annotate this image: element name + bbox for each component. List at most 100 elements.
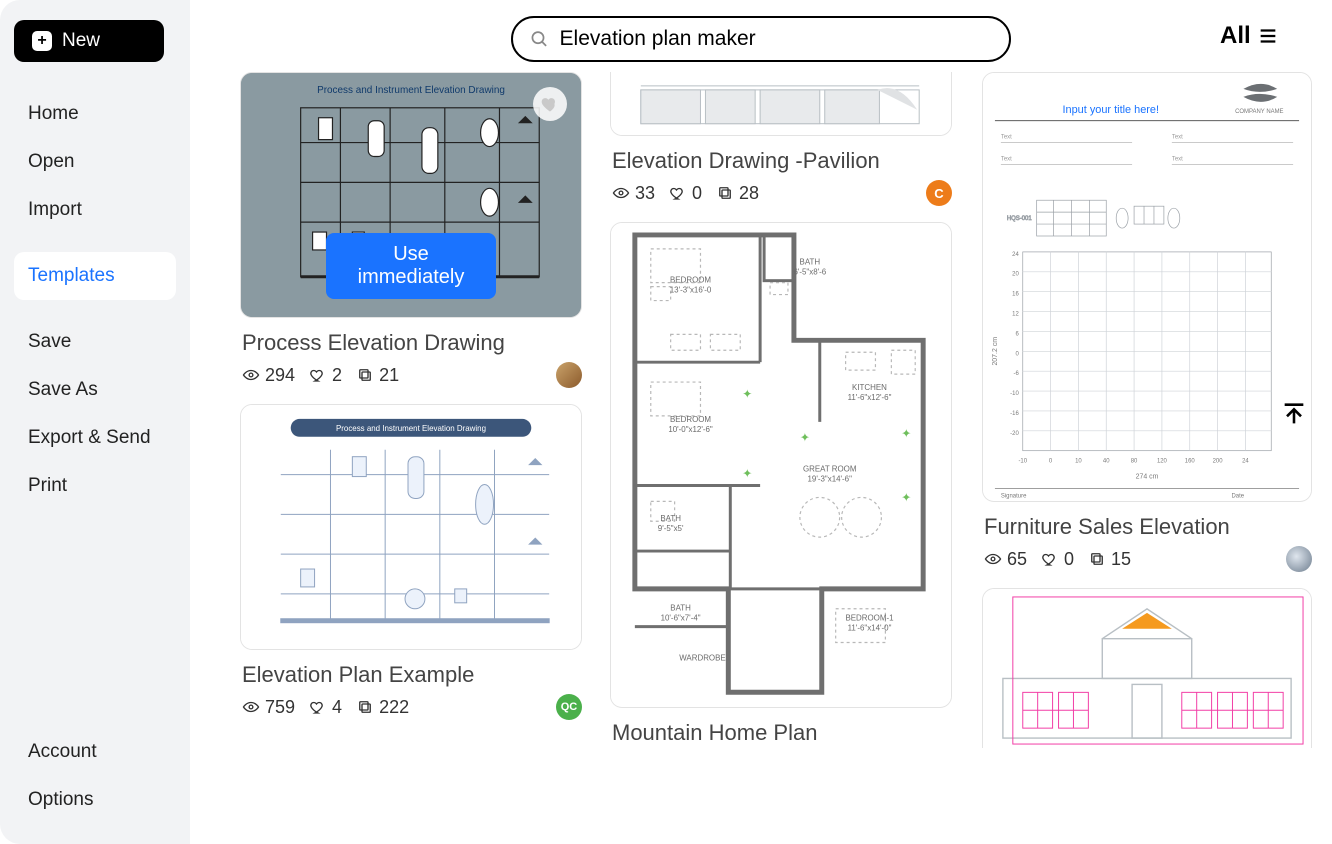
- template-thumb: [610, 72, 952, 136]
- svg-text:-20: -20: [1010, 431, 1019, 437]
- sidebar-item-save-as[interactable]: Save As: [14, 366, 176, 414]
- template-card[interactable]: ✦✦✦✦✦ BEDROOM13'-3"x16'-0 BATH6'-5"x8'-6…: [610, 222, 952, 746]
- author-avatar[interactable]: C: [926, 180, 952, 206]
- template-card[interactable]: [982, 588, 1312, 748]
- views-icon: [242, 698, 260, 716]
- svg-text:Signature: Signature: [1001, 493, 1027, 499]
- svg-text:BATH: BATH: [670, 604, 691, 613]
- svg-text:24: 24: [1242, 459, 1249, 465]
- likes-icon: [309, 366, 327, 384]
- copies-icon: [1088, 550, 1106, 568]
- svg-text:13'-3"x16'-0: 13'-3"x16'-0: [670, 286, 712, 295]
- sidebar-item-open[interactable]: Open: [14, 138, 176, 186]
- svg-text:11'-6"x14'-0": 11'-6"x14'-0": [848, 624, 892, 633]
- svg-text:✦: ✦: [901, 490, 911, 504]
- svg-text:BATH: BATH: [800, 258, 821, 267]
- svg-text:-16: -16: [1010, 411, 1019, 417]
- svg-text:Text: Text: [1001, 135, 1012, 141]
- template-stats: 65 0 15: [984, 546, 1312, 572]
- svg-text:20: 20: [1012, 272, 1019, 278]
- template-title: Elevation Plan Example: [242, 662, 580, 688]
- sidebar-item-options[interactable]: Options: [14, 776, 176, 824]
- template-title: Process Elevation Drawing: [242, 330, 580, 356]
- search-box[interactable]: [511, 16, 1011, 62]
- sidebar-item-print[interactable]: Print: [14, 462, 176, 510]
- sidebar-item-save[interactable]: Save: [14, 318, 176, 366]
- svg-text:9'-5"x5': 9'-5"x5': [658, 524, 684, 533]
- copies-icon: [716, 184, 734, 202]
- sidebar-item-account[interactable]: Account: [14, 728, 176, 776]
- svg-text:10'-6"x7'-4": 10'-6"x7'-4": [661, 614, 701, 623]
- author-avatar[interactable]: [556, 362, 582, 388]
- svg-text:HQS-001: HQS-001: [1007, 216, 1033, 222]
- template-card[interactable]: Process and Instrument Elevation Drawing: [240, 72, 582, 388]
- template-title: Furniture Sales Elevation: [984, 514, 1310, 540]
- author-avatar[interactable]: QC: [556, 694, 582, 720]
- template-title: Elevation Drawing -Pavilion: [612, 148, 950, 174]
- template-thumb: ✦✦✦✦✦ BEDROOM13'-3"x16'-0 BATH6'-5"x8'-6…: [610, 222, 952, 708]
- svg-text:KITCHEN: KITCHEN: [852, 383, 887, 392]
- svg-text:207.2 cm: 207.2 cm: [992, 337, 999, 366]
- svg-text:10'-0"x12'-6": 10'-0"x12'-6": [668, 425, 713, 434]
- svg-text:✦: ✦: [742, 467, 752, 481]
- template-title: Mountain Home Plan: [612, 720, 950, 746]
- template-thumb: COMPANY NAME Input your title here! Text…: [982, 72, 1312, 502]
- svg-text:-10: -10: [1010, 391, 1019, 397]
- svg-text:19'-3"x14'-6": 19'-3"x14'-6": [808, 474, 853, 483]
- svg-text:12: 12: [1012, 312, 1019, 318]
- svg-text:40: 40: [1103, 459, 1110, 465]
- copies-icon: [356, 366, 374, 384]
- svg-text:120: 120: [1157, 459, 1168, 465]
- new-button[interactable]: + New: [14, 20, 164, 62]
- scroll-to-top-button[interactable]: [1280, 400, 1310, 430]
- views-icon: [612, 184, 630, 202]
- svg-text:GREAT ROOM: GREAT ROOM: [803, 465, 857, 474]
- search-input[interactable]: [560, 27, 993, 51]
- svg-text:BEDROOM: BEDROOM: [670, 276, 711, 285]
- menu-icon: [1257, 25, 1279, 47]
- sidebar: + New Home Open Import Templates Save Sa…: [0, 0, 190, 844]
- views-icon: [242, 366, 260, 384]
- search-icon: [529, 28, 550, 50]
- filter-all[interactable]: All: [1220, 22, 1279, 50]
- svg-text:✦: ✦: [800, 431, 810, 445]
- template-stats: 759 4 222 QC: [242, 694, 582, 720]
- svg-text:-6: -6: [1013, 371, 1019, 377]
- likes-icon: [309, 698, 327, 716]
- svg-text:24: 24: [1012, 252, 1019, 258]
- likes-icon: [1041, 550, 1059, 568]
- svg-text:Process and Instrument Elevati: Process and Instrument Elevation Drawing: [336, 424, 486, 433]
- thumb-banner-text: Process and Instrument Elevation Drawing: [317, 85, 505, 96]
- svg-text:COMPANY NAME: COMPANY NAME: [1235, 109, 1283, 115]
- sidebar-item-import[interactable]: Import: [14, 186, 176, 234]
- author-avatar[interactable]: [1286, 546, 1312, 572]
- template-card[interactable]: Process and Instrument Elevation Drawing…: [240, 404, 582, 720]
- template-stats: 294 2 21: [242, 362, 582, 388]
- sidebar-item-export[interactable]: Export & Send: [14, 414, 176, 462]
- template-card[interactable]: COMPANY NAME Input your title here! Text…: [982, 72, 1312, 572]
- use-immediately-button[interactable]: Use immediately: [326, 233, 496, 299]
- sidebar-item-home[interactable]: Home: [14, 90, 176, 138]
- svg-text:BATH: BATH: [660, 514, 681, 523]
- svg-text:Input your title here!: Input your title here!: [1063, 104, 1160, 116]
- svg-text:160: 160: [1185, 459, 1196, 465]
- plus-icon: +: [32, 31, 52, 51]
- template-thumb: Process and Instrument Elevation Drawing: [240, 72, 582, 318]
- svg-text:80: 80: [1131, 459, 1138, 465]
- svg-text:6'-5"x8'-6: 6'-5"x8'-6: [793, 268, 826, 277]
- new-button-label: New: [62, 30, 100, 52]
- svg-text:Text: Text: [1172, 156, 1183, 162]
- favorite-button[interactable]: [533, 87, 567, 121]
- svg-text:200: 200: [1213, 459, 1224, 465]
- template-card[interactable]: Elevation Drawing -Pavilion 33 0 28 C: [610, 72, 952, 206]
- svg-text:Text: Text: [1172, 135, 1183, 141]
- svg-text:16: 16: [1012, 292, 1019, 298]
- svg-text:BEDROOM: BEDROOM: [670, 415, 711, 424]
- views-icon: [984, 550, 1002, 568]
- copies-icon: [356, 698, 374, 716]
- template-gallery: Process and Instrument Elevation Drawing: [190, 72, 1332, 844]
- template-stats: 33 0 28 C: [612, 180, 952, 206]
- main: All Process and Instrument Elevation Dra…: [190, 0, 1332, 844]
- sidebar-item-templates[interactable]: Templates: [14, 252, 176, 300]
- svg-text:Text: Text: [1001, 156, 1012, 162]
